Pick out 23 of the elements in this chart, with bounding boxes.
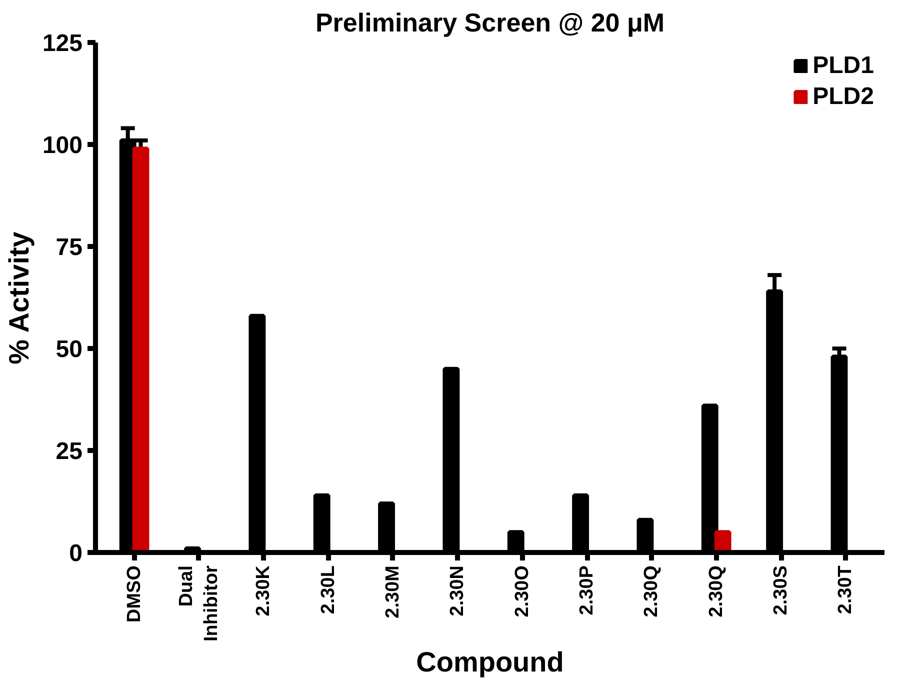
chart-title: Preliminary Screen @ 20 μM	[315, 8, 665, 38]
x-tick-label: 2.30N	[447, 566, 468, 616]
x-tick-label: 2.30M	[382, 565, 404, 618]
y-tick-label: 0	[69, 540, 83, 567]
x-tick-label: 2.30O	[512, 565, 533, 618]
x-tick-label: 2.30K	[253, 565, 274, 616]
y-tick-label: 125	[42, 30, 83, 57]
legend-label: PLD2	[812, 83, 874, 111]
x-tick-label: 2.30Q	[706, 565, 727, 618]
y-tick-label: 100	[42, 132, 83, 159]
x-tick-label: Dual Inhibitor	[176, 564, 222, 642]
y-axis-title: % Activity	[3, 231, 34, 364]
x-tick-label: DMSO	[124, 566, 145, 622]
y-tick-label: 50	[56, 336, 83, 363]
y-tick-label: 25	[56, 438, 83, 465]
x-tick-label: 2.30L	[318, 565, 339, 614]
x-axis-title: Compound	[416, 646, 564, 678]
x-tick-label: 2.30Q	[641, 565, 662, 618]
x-tick-label: 2.30T	[835, 565, 856, 614]
x-tick-label: 2.30P	[576, 565, 598, 616]
legend-label: PLD1	[812, 52, 874, 80]
x-tick-label: 2.30S	[770, 565, 792, 616]
y-tick-label: 75	[56, 234, 83, 261]
